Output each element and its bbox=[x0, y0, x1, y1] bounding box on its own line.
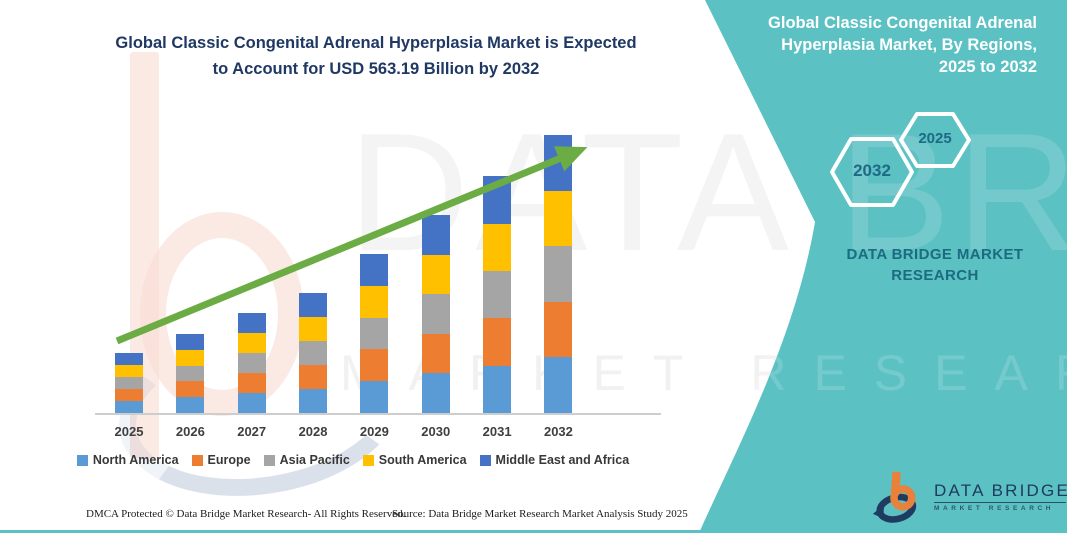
segment-europe bbox=[237, 372, 266, 393]
stacked-bar-2025 bbox=[115, 352, 143, 413]
x-axis-line bbox=[95, 413, 661, 415]
page-title-line-1: Global Classic Congenital Adrenal Hyperp… bbox=[115, 34, 637, 52]
segment-south-america bbox=[115, 364, 143, 377]
legend-item-south-america: South America bbox=[362, 453, 467, 467]
stacked-bar-2030 bbox=[421, 215, 450, 413]
x-tick-2032: 2032 bbox=[543, 424, 573, 439]
legend-item-europe: Europe bbox=[191, 453, 251, 467]
bottom-accent-strip bbox=[0, 530, 1067, 533]
page-title: Global Classic Congenital Adrenal Hyperp… bbox=[90, 31, 662, 82]
panel-brand-line-2: RESEARCH bbox=[891, 267, 979, 284]
x-tick-2028: 2028 bbox=[298, 424, 328, 439]
hexagon-2025-outline-icon bbox=[899, 112, 971, 168]
panel-brand-line-1: DATA BRIDGE MARKET bbox=[846, 246, 1024, 263]
segment-south-america bbox=[360, 285, 389, 318]
hexagon-badges-icon bbox=[830, 112, 971, 207]
stacked-bar-2027 bbox=[237, 312, 266, 413]
logo-subtitle-text: MARKET RESEARCH bbox=[934, 505, 1055, 513]
segment-north-america bbox=[299, 389, 328, 413]
stacked-bar-2029 bbox=[360, 254, 389, 413]
hexagon-label-2025: 2025 bbox=[918, 130, 952, 147]
x-tick-2030: 2030 bbox=[421, 424, 451, 439]
segment-europe bbox=[176, 381, 205, 398]
legend-swatch-icon bbox=[263, 454, 275, 466]
segment-south-america bbox=[421, 254, 450, 295]
segment-south-america bbox=[176, 349, 205, 366]
legend-swatch-icon bbox=[191, 454, 203, 466]
legend-item-north-america: North America bbox=[76, 453, 179, 467]
x-tick-2026: 2026 bbox=[175, 424, 205, 439]
segment-europe bbox=[421, 333, 450, 374]
logo-brand-text: DATA BRIDGE bbox=[934, 480, 1067, 500]
segment-middle-east-and-africa bbox=[237, 312, 266, 333]
legend-item-asia-pacific: Asia Pacific bbox=[263, 453, 350, 467]
hexagon-2032-outline-icon bbox=[830, 137, 914, 207]
segment-north-america bbox=[115, 400, 143, 413]
segment-asia-pacific bbox=[421, 294, 450, 334]
segment-middle-east-and-africa bbox=[176, 334, 205, 350]
x-tick-2029: 2029 bbox=[359, 424, 389, 439]
segment-north-america bbox=[483, 365, 512, 413]
segment-asia-pacific bbox=[360, 317, 389, 350]
segment-south-america bbox=[544, 190, 573, 247]
panel-title: Global Classic Congenital Adrenal Hyperp… bbox=[742, 12, 1037, 78]
dbmr-logo-icon bbox=[872, 471, 917, 523]
segment-north-america bbox=[421, 373, 450, 413]
segment-south-america bbox=[237, 332, 266, 353]
segment-asia-pacific bbox=[299, 341, 328, 366]
segment-north-america bbox=[360, 381, 389, 413]
segment-south-america bbox=[299, 317, 328, 342]
segment-asia-pacific bbox=[176, 365, 205, 382]
segment-asia-pacific bbox=[115, 376, 143, 389]
panel-title-line-2: Hyperplasia Market, By Regions, bbox=[781, 36, 1037, 55]
legend-label: North America bbox=[92, 453, 179, 467]
segment-asia-pacific bbox=[237, 352, 266, 373]
segment-europe bbox=[115, 388, 143, 401]
legend-label: Europe bbox=[207, 453, 251, 467]
legend-label: South America bbox=[378, 453, 467, 467]
legend-label: Asia Pacific bbox=[279, 453, 350, 467]
segment-middle-east-and-africa bbox=[360, 254, 389, 286]
segment-middle-east-and-africa bbox=[115, 352, 143, 365]
panel-brand-text: DATA BRIDGE MARKET RESEARCH bbox=[790, 244, 1067, 286]
segment-north-america bbox=[544, 357, 573, 413]
segment-middle-east-and-africa bbox=[299, 293, 328, 318]
panel-title-line-1: Global Classic Congenital Adrenal bbox=[768, 14, 1037, 32]
panel-title-line-3: 2025 to 2032 bbox=[938, 58, 1037, 77]
segment-north-america bbox=[176, 397, 205, 413]
segment-middle-east-and-africa bbox=[421, 215, 450, 255]
dbmr-logo: DATA BRIDGE MARKET RESEARCH bbox=[872, 466, 1067, 528]
legend-item-middle-east-and-africa: Middle East and Africa bbox=[479, 453, 630, 467]
segment-asia-pacific bbox=[544, 246, 573, 302]
legend-label: Middle East and Africa bbox=[495, 453, 630, 467]
segment-europe bbox=[483, 318, 512, 366]
segment-europe bbox=[360, 349, 389, 382]
segment-europe bbox=[544, 301, 573, 358]
x-tick-2027: 2027 bbox=[237, 424, 267, 439]
chart-legend: North America Europe Asia Pacific South Ame… bbox=[60, 453, 646, 467]
footer-copyright: DMCA Protected © Data Bridge Market Rese… bbox=[86, 508, 406, 520]
page-title-line-2: to Account for USD 563.19 Billion by 203… bbox=[212, 59, 540, 78]
segment-south-america bbox=[483, 223, 512, 271]
legend-swatch-icon bbox=[76, 454, 88, 466]
stacked-bar-2026 bbox=[176, 334, 205, 413]
segment-asia-pacific bbox=[483, 270, 512, 319]
x-tick-2025: 2025 bbox=[114, 424, 144, 439]
footer-source: Source: Data Bridge Market Research Mark… bbox=[392, 508, 688, 520]
legend-swatch-icon bbox=[479, 454, 491, 466]
x-tick-2031: 2031 bbox=[482, 424, 512, 439]
hexagon-label-2032: 2032 bbox=[853, 161, 891, 180]
logo-divider bbox=[934, 502, 1066, 504]
legend-swatch-icon bbox=[362, 454, 374, 466]
segment-north-america bbox=[237, 392, 266, 413]
stacked-bar-2028 bbox=[299, 293, 328, 413]
segment-europe bbox=[299, 365, 328, 389]
